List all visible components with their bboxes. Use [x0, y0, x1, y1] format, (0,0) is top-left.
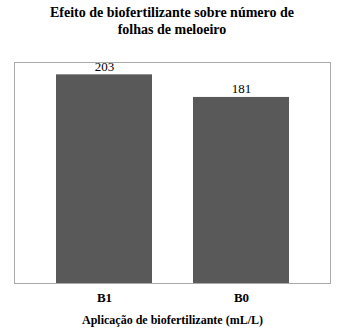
svg-text:Aplicação de biofertilizante (: Aplicação de biofertilizante (mL/L)	[82, 313, 263, 327]
svg-text:B0: B0	[234, 290, 249, 305]
svg-text:B1: B1	[97, 290, 112, 305]
svg-text:181: 181	[232, 81, 252, 96]
svg-text:203: 203	[95, 59, 115, 74]
html-text:Efeito de biofertilizante sobr: Efeito de biofertilizante sobre número d…	[50, 5, 294, 37]
